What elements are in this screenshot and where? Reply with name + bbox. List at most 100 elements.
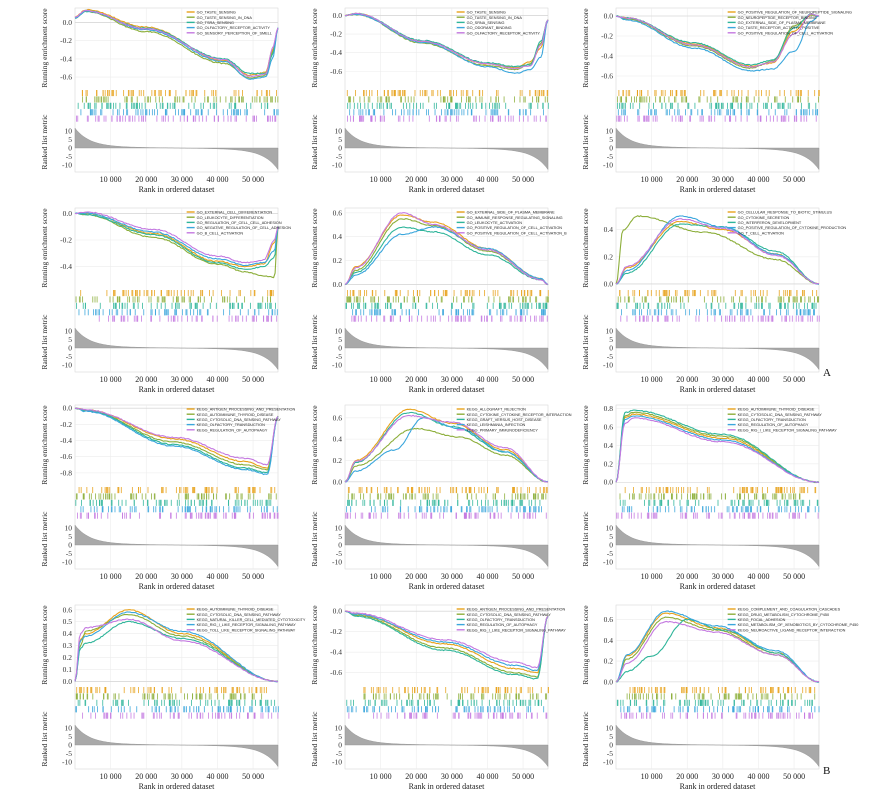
hit-mark — [270, 115, 272, 122]
hit-mark — [237, 315, 239, 322]
hit-mark — [526, 309, 528, 316]
hit-mark — [772, 706, 774, 713]
hit-mark — [129, 296, 131, 303]
hit-mark — [367, 96, 369, 103]
hit-mark — [121, 309, 123, 316]
x-axis-label: Rank in ordered dataset — [680, 782, 757, 790]
hit-mark — [395, 309, 397, 316]
hit-mark — [519, 499, 521, 506]
hit-mark — [736, 96, 738, 103]
hit-mark — [537, 693, 539, 700]
metric-tick-label: -10 — [603, 557, 613, 566]
hit-mark — [387, 506, 389, 513]
hit-mark — [138, 90, 140, 97]
hit-mark — [411, 687, 413, 694]
hit-mark — [175, 109, 176, 116]
hit-mark — [202, 712, 204, 719]
hit-mark — [695, 493, 697, 500]
hit-mark — [230, 115, 232, 122]
hit-mark — [534, 315, 535, 322]
hit-mark — [426, 493, 428, 500]
legend-label: KEGG_OLFACTORY_TRANSDUCTION — [738, 418, 806, 422]
hit-mark — [401, 706, 403, 713]
hit-mark — [632, 687, 634, 694]
hit-mark — [694, 693, 696, 700]
hit-mark — [123, 706, 125, 713]
hit-mark — [666, 309, 668, 316]
hit-mark — [726, 506, 728, 513]
hit-mark — [349, 102, 351, 109]
hit-mark — [693, 512, 695, 519]
metric-area — [74, 524, 279, 568]
y-axis-label-top: Running enrichment score — [310, 405, 319, 485]
x-tick-label: 20 000 — [135, 572, 157, 581]
hit-mark — [468, 296, 470, 303]
hit-mark — [680, 302, 682, 309]
hit-mark — [818, 90, 820, 97]
legend-label: KEGG_COMPLEMENT_AND_COAGULATION_CASCADES — [738, 608, 841, 612]
hit-mark — [473, 699, 475, 706]
hit-mark — [86, 687, 88, 694]
hit-mark — [233, 506, 235, 513]
hit-mark — [390, 315, 392, 322]
hit-mark — [805, 109, 807, 116]
hit-mark — [442, 290, 444, 297]
hit-mark — [814, 687, 816, 694]
hit-mark — [143, 290, 145, 297]
legend-label: GO_TASTE_SENSING — [467, 11, 506, 15]
hit-mark — [507, 706, 509, 713]
hit-mark — [675, 487, 677, 494]
hit-mark — [707, 290, 709, 297]
hit-mark — [241, 493, 243, 500]
hit-mark — [742, 512, 744, 519]
hit-mark — [251, 699, 253, 706]
hit-mark — [135, 506, 137, 513]
hit-mark — [729, 309, 731, 316]
hit-mark — [412, 493, 414, 500]
hit-mark — [717, 706, 718, 713]
hit-mark — [639, 102, 641, 109]
hit-mark — [151, 109, 153, 116]
hit-mark — [494, 102, 496, 109]
hit-mark — [201, 693, 203, 700]
hit-mark — [667, 499, 669, 506]
hit-mark — [535, 90, 537, 97]
hit-mark — [794, 687, 796, 694]
hit-mark — [466, 687, 468, 694]
hit-mark — [530, 699, 532, 706]
hit-mark — [529, 296, 531, 303]
hit-mark — [812, 699, 813, 706]
x-axis-label: Rank in ordered dataset — [139, 385, 216, 394]
hit-mark — [395, 706, 396, 713]
hit-mark — [658, 487, 660, 494]
hit-mark — [186, 315, 188, 322]
metric-tick-label: 10 — [65, 524, 73, 533]
hit-mark — [477, 512, 479, 519]
hit-mark — [503, 499, 505, 506]
hit-mark — [390, 302, 392, 309]
hit-mark — [485, 493, 487, 500]
hit-mark — [165, 90, 166, 97]
hit-mark — [160, 512, 161, 519]
hit-mark — [514, 96, 515, 103]
hit-mark — [215, 687, 217, 694]
hit-mark — [709, 102, 711, 109]
legend-label: KEGG_REGULATION_OF_AUTOPHAGY — [738, 423, 809, 427]
metric-tick-label: 0 — [68, 144, 72, 153]
hit-mark — [467, 109, 469, 116]
hit-mark — [652, 115, 654, 122]
hit-mark — [177, 296, 179, 303]
hit-mark — [805, 512, 807, 519]
hit-mark — [183, 96, 185, 103]
hit-mark — [85, 302, 86, 309]
hit-mark — [411, 712, 413, 719]
hit-mark — [616, 512, 618, 519]
hit-mark — [512, 699, 514, 706]
hit-mark — [766, 499, 768, 506]
hit-mark — [241, 302, 243, 309]
legend-label: KEGG_ALLOGRAFT_REJECTION — [467, 408, 527, 412]
hit-mark — [476, 712, 478, 719]
hit-mark — [422, 712, 424, 719]
hit-mark — [437, 706, 439, 713]
hit-mark — [196, 493, 198, 500]
